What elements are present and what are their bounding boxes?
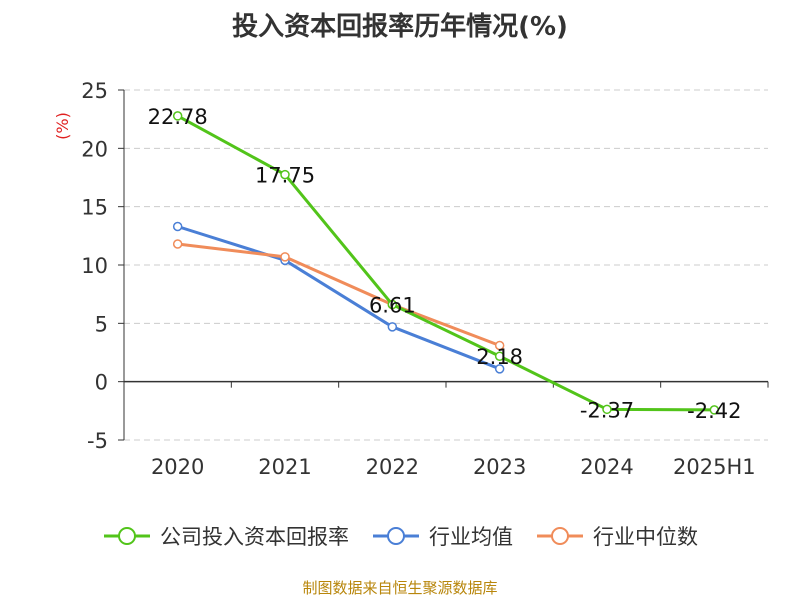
data-point (494, 364, 505, 374)
x-tick-label: 2020 (151, 455, 204, 479)
data-point (387, 322, 398, 332)
data-label: 17.75 (255, 164, 315, 188)
x-tick-label: 2025H1 (673, 455, 756, 479)
data-point (280, 252, 290, 262)
legend-swatch-icon (104, 527, 150, 545)
data-label: -2.37 (580, 398, 634, 422)
y-axis-label: (%) (53, 112, 72, 140)
data-point (709, 405, 720, 415)
legend-label: 行业中位数 (593, 525, 698, 549)
data-point (602, 404, 612, 415)
data-point (172, 111, 183, 121)
y-tick-label: 25 (81, 79, 108, 103)
legend: 公司投入资本回报率 行业均值 行业中位数 (0, 518, 800, 554)
x-tick-label: 2023 (473, 455, 526, 479)
legend-item[interactable]: 行业均值 (371, 521, 513, 551)
legend-label: 公司投入资本回报率 (160, 525, 349, 549)
data-label: -2.42 (687, 399, 741, 423)
y-tick-label: 5 (95, 312, 108, 336)
legend-swatch-icon (537, 527, 583, 545)
data-label: 2.18 (476, 345, 523, 369)
source-caption: 制图数据来自恒生聚源数据库 (302, 579, 498, 597)
series-line (177, 225, 501, 371)
data-point (172, 221, 183, 232)
chart-title: 投入资本回报率历年情况(%) (232, 12, 568, 42)
data-point (387, 299, 398, 310)
legend-item[interactable]: 公司投入资本回报率 (102, 521, 349, 551)
series-line (176, 114, 715, 412)
data-point (494, 351, 505, 361)
data-point (280, 169, 290, 180)
x-tick-label: 2024 (580, 455, 633, 479)
y-tick-label: 0 (95, 371, 108, 395)
series-line (177, 242, 501, 347)
legend-swatch-icon (373, 527, 419, 545)
data-point (172, 239, 183, 249)
y-tick-label: 10 (81, 254, 108, 278)
data-label: 6.61 (369, 294, 416, 318)
legend-label: 行业均值 (429, 525, 513, 549)
y-tick-label: 15 (81, 196, 108, 220)
legend-item[interactable]: 行业中位数 (535, 521, 698, 551)
y-tick-label: 20 (81, 137, 108, 161)
data-label: 22.78 (148, 105, 208, 129)
x-tick-label: 2022 (366, 455, 419, 479)
data-point (494, 340, 505, 351)
x-tick-label: 2021 (258, 455, 311, 479)
y-tick-label: -5 (87, 429, 108, 453)
